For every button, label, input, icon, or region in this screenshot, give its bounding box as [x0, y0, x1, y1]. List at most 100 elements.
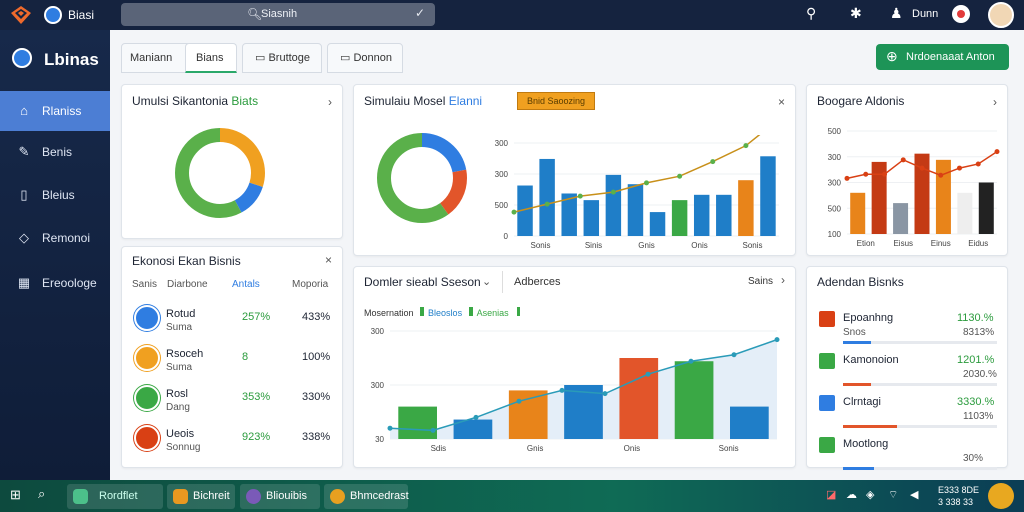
- line-point: [644, 180, 649, 186]
- row-name[interactable]: Clrntagi: [843, 396, 881, 408]
- column-header[interactable]: Diarbone: [167, 279, 208, 290]
- taskbar-app[interactable]: Rordflet: [67, 484, 163, 509]
- sidebar-item-label: Ereoologe: [42, 276, 97, 290]
- bar: [978, 182, 994, 234]
- sidebar-item-ereoologe[interactable]: ▦ Ereoologe: [0, 263, 110, 303]
- line-point: [919, 165, 925, 171]
- search-text: Siasnih: [261, 8, 298, 20]
- bar: [564, 385, 603, 439]
- row-name[interactable]: Rsoceh: [166, 348, 204, 360]
- card-title: Simulaiu Mosel Elanni: [364, 94, 483, 108]
- donut-segment: [377, 133, 467, 223]
- tab-bians[interactable]: Bians: [185, 43, 237, 73]
- row-name[interactable]: Mootlong: [843, 438, 889, 450]
- volume-icon[interactable]: ◀: [910, 489, 919, 501]
- sidebar-item-rlaniss[interactable]: ⌂ Rlaniss: [0, 91, 110, 131]
- pen-icon: ✎: [18, 144, 30, 159]
- line-point: [882, 171, 887, 177]
- y-tick-label: 300: [495, 139, 509, 148]
- y-tick-label: 0: [504, 232, 509, 241]
- bar: [561, 193, 577, 236]
- search-icon[interactable]: ⌕: [38, 486, 46, 501]
- tab-bruttoge[interactable]: ▭ Bruttoge: [242, 43, 322, 73]
- bar: [508, 390, 548, 439]
- alert-icon[interactable]: ◪: [826, 489, 837, 501]
- trend-line: [389, 338, 778, 432]
- row-name[interactable]: Kamonoion: [843, 354, 899, 366]
- card-business-table: Ekonosi Ekan Bisnis × Sanis Diarbone Ant…: [121, 246, 343, 468]
- tab-label: Maniann: [130, 52, 173, 64]
- row-icon: [819, 437, 835, 453]
- link[interactable]: Sains: [747, 276, 773, 287]
- start-icon[interactable]: ⊞: [10, 487, 21, 502]
- row-value: 30%: [963, 453, 984, 464]
- progress-fill: [843, 425, 897, 428]
- tab-maniann[interactable]: Maniann: [121, 43, 191, 73]
- user-name[interactable]: Dunn: [912, 8, 939, 20]
- brand-name: Biasi: [68, 8, 95, 22]
- line-point: [938, 172, 944, 178]
- row-name[interactable]: Epoanhng: [843, 312, 894, 324]
- search-input[interactable]: 🔍︎ Siasnih ✓: [121, 3, 435, 26]
- column-header[interactable]: Moporia: [292, 279, 329, 290]
- bar: [850, 192, 866, 234]
- check-icon[interactable]: ✓: [414, 6, 425, 20]
- line-point: [430, 427, 436, 433]
- puzzle-icon[interactable]: ✱: [850, 5, 862, 21]
- chevron-right-icon[interactable]: ›: [781, 273, 785, 287]
- wifi-icon[interactable]: ⌔: [888, 489, 899, 501]
- brand-icon[interactable]: [44, 6, 62, 24]
- sidebar-item-bleius[interactable]: ▯ Bleius: [0, 175, 110, 215]
- bar: [935, 159, 951, 234]
- diamond-icon: ◇: [19, 230, 29, 245]
- taskbar-app[interactable]: Bliouibis: [240, 484, 320, 509]
- close-icon[interactable]: ×: [324, 253, 332, 267]
- line-point: [975, 161, 981, 167]
- line-point: [677, 173, 683, 179]
- chevron-right-icon[interactable]: ›: [328, 95, 332, 109]
- line-point: [387, 425, 393, 431]
- bar: [627, 184, 644, 236]
- bar: [914, 153, 930, 234]
- line-point: [544, 201, 550, 207]
- taskbar-app[interactable]: Bichreit: [167, 484, 235, 509]
- close-icon[interactable]: ×: [777, 95, 785, 109]
- x-tick-label: Onis: [624, 444, 640, 453]
- sidebar-item-remonoi[interactable]: ◇ Remonoi: [0, 218, 110, 258]
- row-sub: Suma: [166, 322, 193, 333]
- progress-fill: [843, 341, 871, 344]
- row-icon: [134, 385, 160, 411]
- row-icon: [134, 345, 160, 371]
- network-icon[interactable]: ◈: [866, 489, 875, 501]
- subtitle[interactable]: Adberces: [514, 276, 561, 288]
- sidebar: Lbinas ⌂ Rlaniss ✎ Benis ▯ Bleius ◇ Remonoi …: [0, 30, 110, 480]
- bar: [738, 180, 754, 236]
- taskbar-app[interactable]: Bhmcedrast: [324, 484, 409, 509]
- row-name[interactable]: Rotud: [166, 308, 196, 320]
- column-header[interactable]: Sanis: [132, 279, 158, 290]
- avatar[interactable]: [988, 2, 1014, 28]
- row-name[interactable]: Ueois: [166, 428, 195, 440]
- pin-icon[interactable]: ⚲: [806, 5, 817, 21]
- column-header[interactable]: Antals: [232, 279, 260, 290]
- progress-fill: [843, 383, 871, 386]
- notification-avatar[interactable]: [988, 483, 1014, 509]
- clock-time[interactable]: E333 8DE: [938, 485, 980, 495]
- person-icon[interactable]: ♟: [890, 5, 903, 21]
- bar-line-chart: 300 300 500 0 Sonis Sinis Gnis Onis Sonis: [495, 135, 779, 250]
- sidebar-item-benis[interactable]: ✎ Benis: [0, 132, 110, 172]
- primary-action-button[interactable]: ⊕ Nrdoenaaat Anton: [876, 44, 1009, 70]
- clock-date[interactable]: 3 338 33: [938, 497, 974, 507]
- chevron-right-icon[interactable]: ›: [993, 95, 997, 109]
- cloud-icon[interactable]: ☁: [846, 489, 857, 501]
- tab-donnon[interactable]: ▭ Donnon: [327, 43, 403, 73]
- app-logo-icon[interactable]: [10, 5, 32, 25]
- sidebar-item-label: Rlaniss: [42, 104, 82, 118]
- row-value: 330%: [302, 391, 331, 403]
- row-value: 338%: [302, 431, 331, 443]
- row-name[interactable]: Rosl: [166, 388, 189, 400]
- record-icon[interactable]: [952, 5, 970, 23]
- x-tick-label: Sonis: [719, 444, 739, 453]
- status-badge: Bnid Saoozing: [517, 92, 595, 110]
- chevron-down-icon[interactable]: ⌄: [482, 276, 492, 288]
